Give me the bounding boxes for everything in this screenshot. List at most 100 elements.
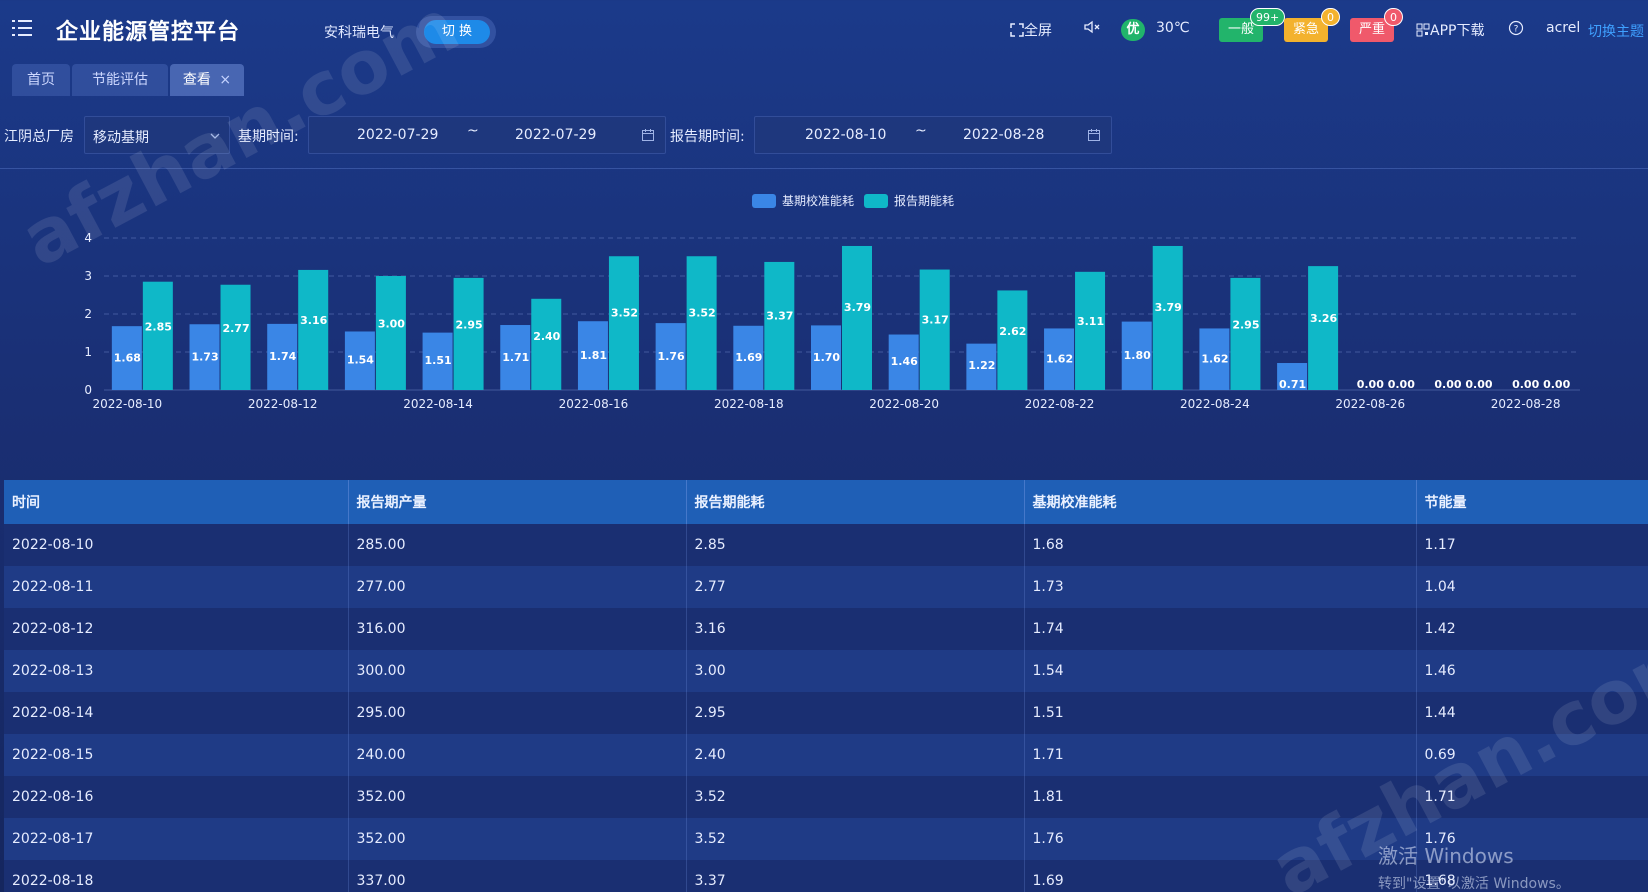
report-date-range[interactable]: 2022-08-10 ~ 2022-08-28 <box>754 116 1112 154</box>
y-tick-label: 4 <box>84 231 92 245</box>
tab-energy-assessment[interactable]: 节能评估 <box>72 64 168 96</box>
baseline-bar <box>267 323 298 390</box>
baseline-bar <box>344 331 375 390</box>
table-row[interactable]: 2022-08-16 352.00 3.52 1.81 1.71 <box>4 776 1648 818</box>
cell-report-energy: 3.00 <box>686 650 1025 692</box>
table-row[interactable]: 2022-08-13 300.00 3.00 1.54 1.46 <box>4 650 1648 692</box>
x-tick-label: 2022-08-10 <box>92 397 162 411</box>
bar-value-label: 1.51 <box>425 354 452 367</box>
section-divider <box>0 168 1648 169</box>
bar-value-label: 0.71 <box>1279 378 1306 391</box>
report-start-date[interactable]: 2022-08-10 <box>805 127 887 143</box>
cell-time: 2022-08-12 <box>4 608 349 650</box>
mute-button[interactable] <box>1084 20 1102 38</box>
site-label: 江阴总厂房 <box>4 129 74 145</box>
cell-energy-saving: 1.42 <box>1416 608 1648 650</box>
baseline-bar <box>1199 328 1230 390</box>
bar-value-label: 1.76 <box>658 350 685 363</box>
y-tick-label: 2 <box>84 307 92 321</box>
tab-home[interactable]: 首页 <box>12 64 70 96</box>
baseline-bar <box>655 323 686 390</box>
data-table: 时间 报告期产量 报告期能耗 基期校准能耗 节能量 2022-08-10 285.… <box>4 480 1648 892</box>
username[interactable]: acrel <box>1546 20 1581 36</box>
x-tick-label: 2022-08-14 <box>403 397 473 411</box>
baseline-end-date[interactable]: 2022-07-29 <box>515 127 597 143</box>
report-bar <box>1152 245 1183 390</box>
cell-report-output: 352.00 <box>348 776 687 818</box>
table-row[interactable]: 2022-08-17 352.00 3.52 1.76 1.76 <box>4 818 1648 860</box>
bar-value-label: 3.79 <box>1155 301 1182 314</box>
bar-value-label: 3.37 <box>766 310 793 323</box>
cell-baseline-energy: 1.81 <box>1024 776 1417 818</box>
baseline-bar <box>189 324 220 390</box>
tab-view[interactable]: 查看 × <box>170 64 244 96</box>
cell-time: 2022-08-14 <box>4 692 349 734</box>
column-header-energy-saving[interactable]: 节能量 <box>1416 480 1648 524</box>
qrcode-icon <box>1416 23 1430 37</box>
report-bar <box>1230 277 1261 390</box>
y-tick-label: 1 <box>84 345 92 359</box>
menu-toggle-icon[interactable] <box>12 18 32 38</box>
report-end-date[interactable]: 2022-08-28 <box>963 127 1045 143</box>
report-bar <box>919 269 950 390</box>
column-header-baseline-energy[interactable]: 基期校准能耗 <box>1024 480 1417 524</box>
x-tick-label: 2022-08-18 <box>714 397 784 411</box>
baseline-start-date[interactable]: 2022-07-29 <box>357 127 439 143</box>
cell-report-energy: 2.85 <box>686 524 1025 566</box>
baseline-date-range[interactable]: 2022-07-29 ~ 2022-07-29 <box>308 116 666 154</box>
x-tick-label: 2022-08-16 <box>559 397 629 411</box>
report-bar <box>608 256 639 390</box>
legend-label: 报告期能耗 <box>894 193 954 208</box>
cell-baseline-energy: 1.74 <box>1024 608 1417 650</box>
baseline-bar <box>811 325 841 390</box>
windows-activation-notice: 激活 Windows 转到"设置"以激活 Windows。 <box>1378 840 1570 892</box>
table-row[interactable]: 2022-08-15 240.00 2.40 1.71 0.69 <box>4 734 1648 776</box>
report-bar <box>220 284 251 390</box>
windows-activation-title: 激活 Windows <box>1378 844 1514 868</box>
cell-energy-saving: 1.46 <box>1416 650 1648 692</box>
help-button[interactable]: ? <box>1508 20 1524 40</box>
table-row[interactable]: 2022-08-10 285.00 2.85 1.68 1.17 <box>4 524 1648 566</box>
bar-value-label: 1.80 <box>1124 349 1151 362</box>
switch-company-button[interactable]: 切 换 <box>424 20 490 44</box>
bar-value-label: 0.00 <box>1434 378 1461 391</box>
app-download-label: APP下载 <box>1430 23 1485 39</box>
fullscreen-button[interactable]: 全屏 <box>1010 20 1052 40</box>
bar-value-label: 1.62 <box>1046 352 1073 365</box>
bar-value-label: 1.73 <box>191 350 218 363</box>
windows-activation-subtitle: 转到"设置"以激活 Windows。 <box>1378 876 1570 892</box>
bar-value-label: 0.00 <box>1543 378 1570 391</box>
cell-baseline-energy: 1.69 <box>1024 860 1417 892</box>
app-download-button[interactable]: APP下载 <box>1416 20 1484 40</box>
mode-select[interactable]: 移动基期 <box>84 116 230 154</box>
chevron-down-icon <box>210 133 220 139</box>
table-row[interactable]: 2022-08-12 316.00 3.16 1.74 1.42 <box>4 608 1648 650</box>
report-bar <box>997 290 1028 390</box>
report-bar <box>1308 266 1339 390</box>
alarm-urgent-button[interactable]: 紧急 <box>1284 18 1328 42</box>
bar-value-label: 1.74 <box>269 350 296 363</box>
cell-report-output: 337.00 <box>348 860 687 892</box>
cell-report-output: 300.00 <box>348 650 687 692</box>
y-tick-label: 3 <box>84 269 92 283</box>
table-row[interactable]: 2022-08-14 295.00 2.95 1.51 1.44 <box>4 692 1648 734</box>
baseline-bar <box>1277 363 1308 390</box>
bar-value-label: 1.68 <box>114 351 141 364</box>
baseline-bar <box>1121 321 1152 390</box>
cell-report-output: 285.00 <box>348 524 687 566</box>
table-row[interactable]: 2022-08-18 337.00 3.37 1.69 1.68 <box>4 860 1648 892</box>
table-row[interactable]: 2022-08-11 277.00 2.77 1.73 1.04 <box>4 566 1648 608</box>
tab-close-icon[interactable]: × <box>219 72 232 88</box>
cell-time: 2022-08-10 <box>4 524 349 566</box>
report-bar <box>453 277 484 390</box>
cell-time: 2022-08-18 <box>4 860 349 892</box>
report-bar <box>842 245 872 390</box>
column-header-report-output[interactable]: 报告期产量 <box>348 480 687 524</box>
column-header-report-energy[interactable]: 报告期能耗 <box>686 480 1025 524</box>
tab-energy-assessment-label: 节能评估 <box>92 72 148 88</box>
bar-value-label: 3.26 <box>1310 312 1337 325</box>
switch-theme-link[interactable]: 切换主题 <box>1588 24 1644 40</box>
cell-report-energy: 2.95 <box>686 692 1025 734</box>
column-header-time[interactable]: 时间 <box>4 480 349 524</box>
report-bar <box>686 256 717 390</box>
